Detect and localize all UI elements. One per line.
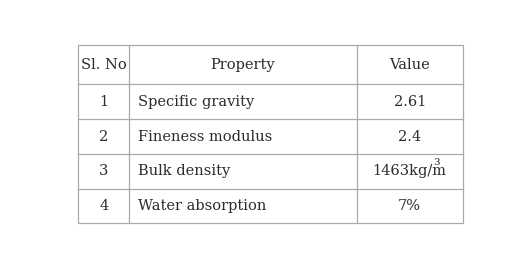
Text: Water absorption: Water absorption bbox=[138, 199, 267, 213]
Text: 1: 1 bbox=[99, 95, 108, 109]
Text: Sl. No: Sl. No bbox=[81, 58, 127, 72]
Text: 2.61: 2.61 bbox=[393, 95, 426, 109]
Text: 2.4: 2.4 bbox=[398, 129, 421, 144]
Bar bbox=[78, 45, 463, 223]
Text: 2: 2 bbox=[99, 129, 108, 144]
Text: 4: 4 bbox=[99, 199, 108, 213]
Text: Fineness modulus: Fineness modulus bbox=[138, 129, 272, 144]
Text: 7%: 7% bbox=[398, 199, 421, 213]
Text: Specific gravity: Specific gravity bbox=[138, 95, 254, 109]
Text: Property: Property bbox=[211, 58, 275, 72]
Text: Bulk density: Bulk density bbox=[138, 164, 231, 178]
Text: 3: 3 bbox=[99, 164, 109, 178]
Text: 1463kg/m: 1463kg/m bbox=[373, 164, 447, 178]
Text: Value: Value bbox=[389, 58, 430, 72]
Text: 3: 3 bbox=[433, 158, 440, 167]
